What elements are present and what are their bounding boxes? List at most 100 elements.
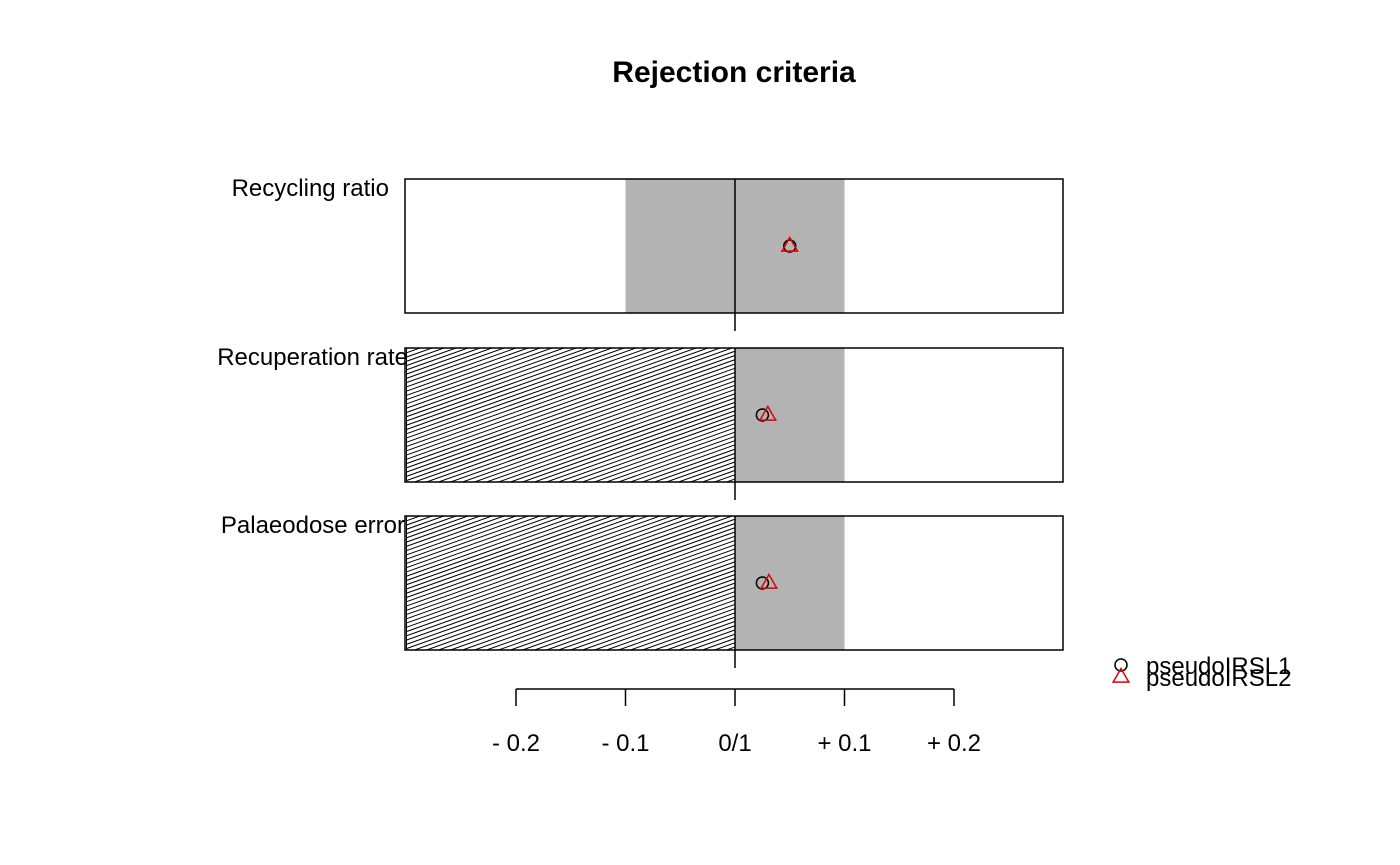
hatch-line — [406, 348, 505, 384]
hatch-line — [450, 380, 735, 482]
accept-band — [735, 516, 845, 650]
hatch-line — [406, 348, 649, 435]
criterion-label: Palaeodose error — [221, 512, 405, 539]
hatched-region — [406, 516, 735, 650]
hatch-line — [474, 388, 735, 482]
hatch-line — [406, 348, 637, 430]
legend-marker-circle — [1114, 658, 1128, 672]
hatch-line — [498, 397, 735, 482]
hatch-line — [406, 348, 709, 456]
criterion-panel: Recycling ratio — [232, 175, 1064, 331]
hatch-line — [594, 599, 735, 650]
hatch-line — [618, 440, 735, 482]
hatch-line — [406, 518, 735, 637]
legend-marker-triangle — [1111, 666, 1131, 683]
hatch-line — [406, 348, 673, 443]
hatch-line — [406, 516, 589, 581]
panel-frame — [404, 178, 1064, 314]
legend-label: pseudoIRSL1 — [1146, 653, 1291, 680]
hatch-line — [666, 625, 735, 650]
hatch-line — [406, 516, 673, 611]
hatch-line — [522, 574, 735, 650]
hatch-line — [462, 384, 735, 482]
hatch-line — [546, 414, 735, 482]
x-tick-label: 0/1 — [718, 730, 751, 757]
data-point-pseudoirsl2 — [780, 235, 799, 252]
hatch-line — [630, 444, 735, 482]
hatch-line — [406, 516, 709, 624]
hatch-line — [406, 348, 601, 418]
hatch-line — [606, 603, 735, 650]
hatch-line — [406, 516, 481, 543]
hatch-line — [406, 516, 649, 603]
hatch-line — [406, 522, 735, 641]
hatch-line — [406, 348, 625, 426]
hatch-line — [426, 539, 735, 650]
hatch-line — [406, 348, 553, 401]
hatch-line — [534, 410, 735, 482]
hatch-line — [406, 516, 613, 590]
hatch-line — [406, 348, 565, 405]
hatch-line — [570, 591, 735, 650]
hatch-line — [406, 348, 685, 448]
hatch-line — [406, 516, 577, 577]
hatch-line — [406, 516, 661, 607]
hatch-line — [406, 348, 541, 396]
hatch-line — [406, 516, 541, 564]
hatch-line — [406, 516, 565, 573]
hatch-line — [406, 516, 733, 633]
hatch-line — [486, 561, 735, 650]
x-tick-label: + 0.2 — [927, 730, 981, 757]
hatch-line — [546, 582, 735, 650]
hatch-line — [570, 423, 735, 482]
hatch-line — [618, 608, 735, 650]
data-point-pseudoirsl1 — [755, 576, 770, 590]
hatch-line — [582, 595, 735, 650]
hatch-line — [510, 569, 735, 650]
hatch-line — [406, 516, 529, 560]
hatch-line — [438, 376, 735, 482]
hatch-line — [406, 516, 625, 594]
hatch-line — [406, 531, 735, 650]
hatch-line — [666, 457, 735, 482]
hatch-line — [606, 435, 735, 482]
legend-label: pseudoIRSL2 — [1146, 665, 1291, 692]
hatch-line — [406, 516, 697, 620]
hatch-line — [406, 516, 601, 586]
hatch-line — [558, 586, 735, 650]
hatch-line — [406, 348, 481, 375]
criterion-label: Recycling ratio — [232, 175, 389, 202]
data-point-pseudoirsl2 — [758, 404, 777, 421]
data-point-pseudoirsl1 — [755, 408, 770, 422]
hatch-line — [438, 544, 735, 650]
hatch-line — [406, 516, 505, 552]
chart-title: Rejection criteria — [612, 56, 856, 89]
hatched-region — [406, 348, 735, 482]
hatch-line — [426, 371, 735, 482]
hatch-line — [406, 359, 735, 477]
legend-item: pseudoIRSL1 — [1114, 653, 1291, 680]
panel-frame — [404, 515, 1064, 651]
hatch-line — [406, 348, 613, 422]
hatch-line — [582, 427, 735, 482]
criterion-label: Recuperation rate — [217, 344, 408, 371]
hatch-line — [414, 535, 735, 650]
hatch-line — [406, 348, 517, 388]
hatch-line — [630, 612, 735, 650]
hatch-line — [414, 367, 735, 482]
hatch-line — [406, 348, 721, 460]
hatch-line — [406, 348, 589, 413]
hatch-line — [594, 431, 735, 482]
hatch-line — [498, 565, 735, 650]
hatch-line — [406, 348, 733, 465]
hatch-line — [450, 548, 735, 650]
hatch-line — [642, 448, 735, 482]
hatch-line — [654, 452, 735, 482]
hatch-line — [406, 516, 637, 598]
hatch-line — [406, 348, 577, 409]
hatch-line — [654, 620, 735, 650]
hatch-line — [406, 516, 685, 616]
hatch-line — [406, 363, 735, 482]
hatch-line — [522, 406, 735, 482]
